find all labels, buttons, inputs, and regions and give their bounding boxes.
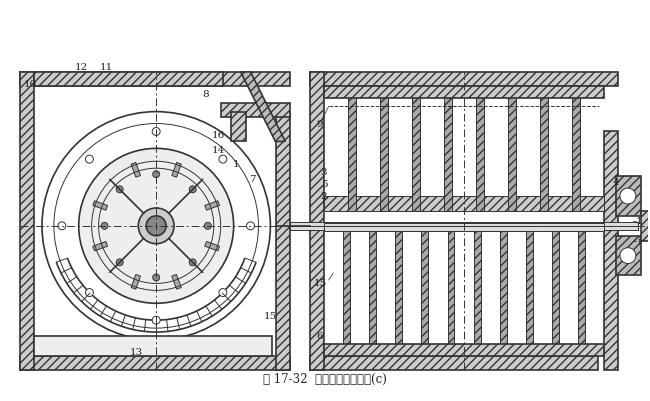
Bar [447,231,454,346]
Bar [310,356,598,370]
Text: 5: 5 [320,179,328,188]
Text: 1: 1 [636,217,642,226]
Bar [172,163,181,178]
Circle shape [58,222,66,230]
Bar [616,177,641,217]
Text: 10: 10 [23,80,36,89]
Text: 11: 11 [100,63,113,72]
Text: 12: 12 [75,63,88,72]
Bar [421,231,428,346]
Text: 1: 1 [232,159,239,168]
Circle shape [219,289,227,297]
Text: 7: 7 [249,174,256,183]
Circle shape [116,186,123,193]
Bar [369,231,376,346]
Polygon shape [240,73,285,142]
Circle shape [204,223,211,230]
Circle shape [146,217,166,236]
Circle shape [189,259,196,266]
Bar [343,231,350,346]
Circle shape [79,149,233,304]
Bar [205,201,220,211]
Text: i: i [637,237,640,245]
Bar [604,132,618,370]
Bar [34,73,223,87]
Bar [572,89,580,211]
Bar [324,196,604,211]
Bar [412,89,420,211]
Bar [578,231,585,346]
Text: 6: 6 [317,331,323,340]
Circle shape [219,156,227,164]
Bar [380,89,388,211]
Bar [324,87,604,99]
Bar [20,73,34,370]
Bar [641,211,650,241]
Circle shape [153,274,160,281]
Bar [552,231,559,346]
Circle shape [86,156,94,164]
Circle shape [246,222,255,230]
Bar [291,222,638,230]
Circle shape [153,171,160,178]
Text: 4: 4 [613,177,619,186]
Bar [34,336,272,356]
Circle shape [152,128,160,136]
Circle shape [86,289,94,297]
Text: 2: 2 [320,191,328,200]
Bar [474,231,480,346]
Bar [93,201,107,211]
Circle shape [101,223,108,230]
Text: 15: 15 [264,311,277,320]
Circle shape [620,188,636,205]
Bar [500,231,506,346]
Bar [20,73,291,87]
Bar [93,242,107,251]
Circle shape [189,186,196,193]
Bar [526,231,533,346]
Bar [324,223,604,231]
Bar [540,89,548,211]
Text: 3: 3 [320,167,328,176]
Bar [172,275,181,290]
Bar [324,344,604,356]
Circle shape [620,248,636,264]
Text: 图 17-32  单转子锤式破碎机(c): 图 17-32 单转子锤式破碎机(c) [263,372,387,385]
Bar [395,231,402,346]
Bar [131,275,140,290]
Bar [616,236,641,276]
Bar [231,112,246,142]
Bar [276,112,291,370]
Bar [131,163,140,178]
Bar [310,73,324,370]
Bar [20,356,291,370]
Bar [205,242,220,251]
Text: 9: 9 [317,120,323,129]
Text: 14: 14 [212,146,226,154]
Bar [508,89,516,211]
Text: 15: 15 [313,278,327,287]
Text: 16: 16 [212,131,226,140]
Bar [348,89,356,211]
Bar [221,103,291,117]
Bar [476,89,484,211]
Bar [310,73,618,87]
Circle shape [138,209,174,244]
Text: 8: 8 [203,90,209,99]
Text: 13: 13 [130,348,143,356]
Bar [444,89,452,211]
Circle shape [152,316,160,324]
Circle shape [116,259,123,266]
